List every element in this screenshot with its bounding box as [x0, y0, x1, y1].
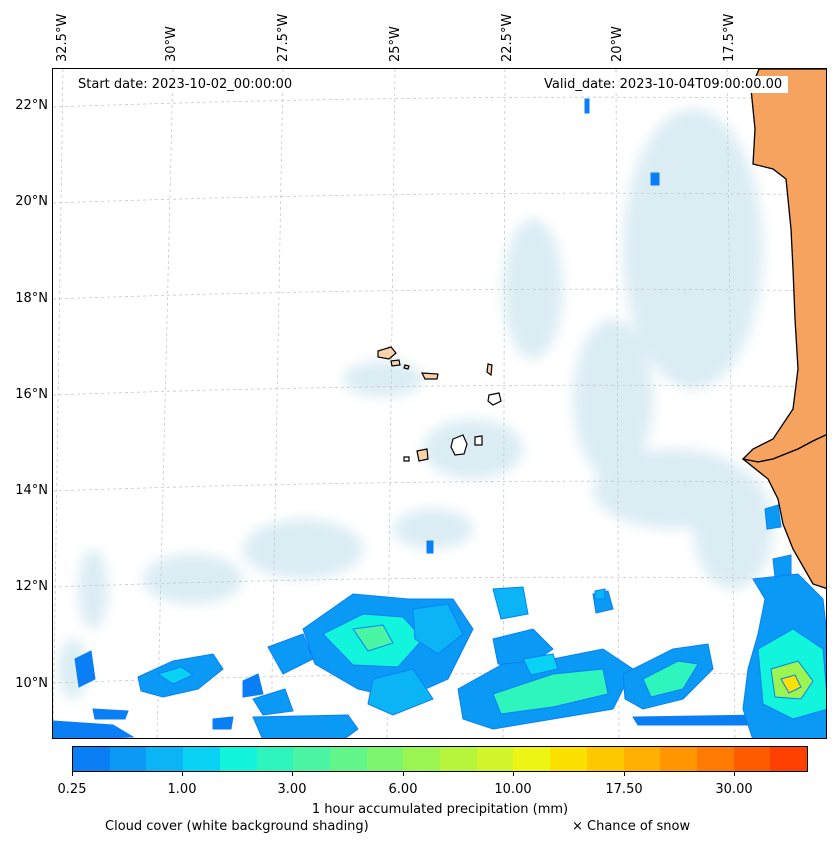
- colorbar-segment: [293, 747, 330, 771]
- cloud-patch: [143, 554, 243, 604]
- start-date-label: Start date: 2023-10-02_00:00:00: [72, 76, 299, 93]
- precip-cell: [367, 668, 434, 716]
- island: [486, 363, 493, 377]
- colorbar-segment: [513, 747, 551, 771]
- precip-cell: [242, 673, 264, 698]
- lat-label: 10°N: [15, 676, 48, 691]
- snow-legend-label: × Chance of snow: [572, 819, 691, 834]
- colorbar-segment: [696, 747, 734, 771]
- precip-cell: [650, 172, 660, 186]
- precip-cell: [267, 633, 314, 675]
- island: [420, 372, 439, 380]
- colorbar-segment: [366, 747, 404, 771]
- colorbar-segment: [109, 747, 147, 771]
- lon-label: 25°W: [388, 26, 403, 62]
- precip-cell: [156, 666, 195, 685]
- cloud-patch: [693, 469, 773, 589]
- precip-cell: [632, 714, 764, 726]
- precip-cell: [252, 714, 359, 738]
- lon-label: 32.5°W: [55, 13, 70, 62]
- colorbar-tick: 0.25: [57, 782, 87, 797]
- colorbar-segment: [476, 747, 514, 771]
- precip-cell: [584, 98, 590, 114]
- island: [403, 456, 410, 462]
- lat-label: 12°N: [15, 579, 48, 594]
- precip-cell: [74, 650, 96, 688]
- precip-cell: [772, 554, 792, 578]
- colorbar-tick: 3.00: [277, 782, 307, 797]
- precip-cell: [594, 588, 606, 600]
- colorbar-tick: 1.00: [167, 782, 197, 797]
- colorbar-segment: [256, 747, 294, 771]
- colorbar-label: 1 hour accumulated precipitation (mm): [311, 802, 569, 817]
- cloud-patch: [243, 519, 363, 579]
- africa-coast: [741, 69, 826, 590]
- colorbar-segment: [586, 747, 624, 771]
- colorbar-segment: [440, 747, 477, 771]
- precip-cell: [212, 716, 234, 730]
- precipitation-colorbar: [72, 746, 808, 772]
- colorbar-segment: [623, 747, 661, 771]
- precip-cell: [426, 540, 434, 554]
- colorbar-segment: [403, 747, 441, 771]
- island: [390, 359, 401, 367]
- precip-cell: [492, 668, 609, 715]
- cloud-patch: [573, 319, 653, 479]
- colorbar-segment: [73, 747, 110, 771]
- colorbar-segment: [660, 747, 697, 771]
- colorbar-tick: 6.00: [388, 782, 418, 797]
- lat-label: 18°N: [15, 291, 48, 306]
- cloud-patch: [78, 549, 108, 629]
- colorbar-segment: [733, 747, 771, 771]
- island: [403, 364, 410, 370]
- cloud-patch: [423, 419, 523, 479]
- colorbar-tick: 10.00: [494, 782, 532, 797]
- colorbar-segment: [219, 747, 257, 771]
- lat-label: 20°N: [15, 194, 48, 209]
- lon-label: 27.5°W: [276, 13, 291, 62]
- precip-cell: [412, 603, 464, 655]
- colorbar-segment: [329, 747, 367, 771]
- precip-cell: [352, 624, 394, 652]
- precip-cell: [92, 708, 129, 720]
- precip-cell: [522, 653, 559, 676]
- lon-label: 17.5°W: [722, 13, 737, 62]
- island: [416, 448, 429, 462]
- precip-cell: [53, 720, 135, 738]
- colorbar-tick: 17.50: [605, 782, 643, 797]
- colorbar-tick: 30.00: [715, 782, 753, 797]
- lat-label: 16°N: [15, 387, 48, 402]
- cloud-legend-label: Cloud cover (white background shading): [105, 819, 369, 834]
- lon-label: 22.5°W: [500, 13, 515, 62]
- lat-label: 14°N: [15, 483, 48, 498]
- colorbar-segment: [146, 747, 184, 771]
- lon-label: 20°W: [610, 26, 625, 62]
- precip-cell: [642, 660, 699, 698]
- precip-cell: [780, 674, 802, 694]
- map-panel[interactable]: [52, 68, 827, 739]
- lon-label: 30°W: [164, 26, 179, 62]
- valid-date-label: Valid_date: 2023-10-04T09:00:00.00: [538, 76, 789, 93]
- precip-cell: [252, 688, 294, 716]
- cloud-patch: [623, 109, 763, 389]
- precip-cell: [764, 504, 782, 530]
- map-canvas: [53, 69, 826, 738]
- colorbar-segment: [770, 747, 808, 771]
- precipitation-field: [53, 98, 826, 738]
- cloud-patch: [393, 509, 473, 549]
- island: [377, 346, 397, 360]
- land-mass: [742, 434, 826, 590]
- cloud-patch: [343, 361, 423, 397]
- cape-verde-islands: [377, 346, 502, 462]
- colorbar-segment: [183, 747, 220, 771]
- island: [474, 435, 483, 446]
- island: [450, 434, 468, 456]
- lat-label: 22°N: [15, 98, 48, 113]
- precip-cell: [492, 586, 529, 620]
- colorbar-segment: [550, 747, 587, 771]
- island: [487, 392, 502, 406]
